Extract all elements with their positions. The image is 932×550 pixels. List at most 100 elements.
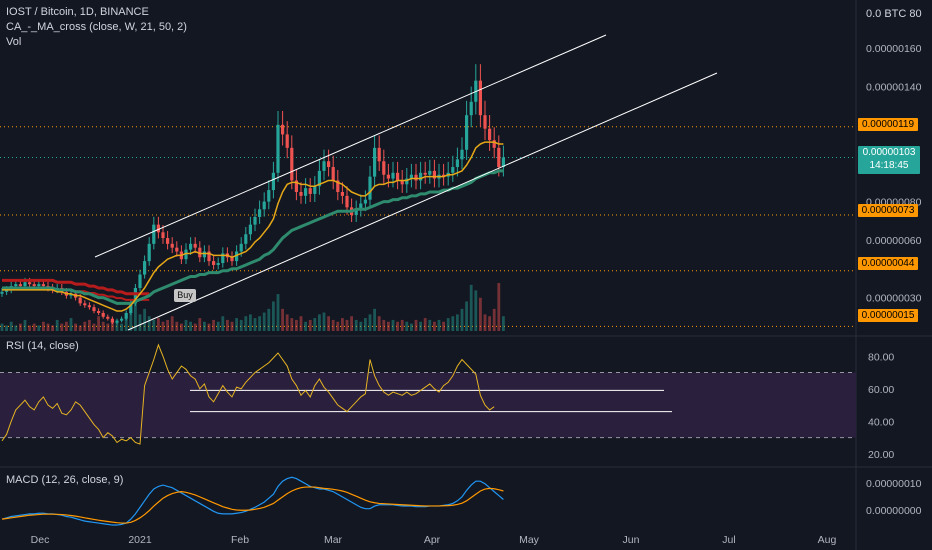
level-tag-4: 0.00000015 [858, 309, 918, 322]
channel-upper-line [94, 34, 607, 258]
volume-bar [290, 318, 294, 331]
candle-body [304, 188, 308, 196]
volume-bar [129, 305, 133, 331]
x-tick-8: Aug [818, 534, 837, 546]
volume-bar [400, 319, 404, 331]
volume-bar [88, 319, 91, 331]
volume-label: Vol [6, 36, 22, 48]
candle-body [87, 305, 91, 308]
candle-body [377, 147, 381, 162]
candle-body [69, 293, 73, 296]
volume-bar [170, 316, 174, 331]
volume-bar [42, 321, 45, 331]
ma-slow-line [2, 169, 504, 305]
candle-body [488, 128, 492, 141]
volume-bar [419, 321, 422, 331]
volume-bar [60, 323, 64, 331]
candle-body [244, 234, 248, 244]
candle-body [465, 115, 469, 150]
candle-body [299, 192, 303, 196]
x-tick-6: Jun [623, 534, 640, 546]
volume-bar [244, 316, 248, 331]
candle-body [124, 312, 128, 319]
candle-body [382, 161, 386, 175]
volume-bar [285, 314, 289, 331]
candle-body [92, 307, 96, 312]
price-tick-1: 0.00000140 [866, 81, 922, 93]
candle-body [363, 199, 367, 204]
candle-body [248, 224, 252, 235]
price-tick-3: 0.00000060 [866, 235, 922, 247]
volume-bar [410, 323, 413, 331]
indicator-title: CA_-_MA_cross (close, W, 21, 50, 2) [6, 21, 187, 33]
volume-bar [0, 323, 4, 331]
volume-bar [124, 318, 128, 331]
volume-bar [32, 323, 36, 331]
candle-body [32, 284, 36, 287]
rsi-band [0, 372, 856, 438]
volume-bar [23, 319, 27, 331]
symbol-title: IOST / Bitcoin, 1D, BINANCE [6, 6, 149, 18]
candle-body [423, 172, 427, 175]
candle-body [156, 224, 160, 233]
volume-bar [456, 314, 459, 331]
x-tick-1: 2021 [128, 534, 152, 546]
volume-bar [276, 294, 280, 331]
rsi-tick-3: 20.00 [868, 449, 894, 461]
volume-bar [157, 318, 160, 331]
candle-body [271, 172, 275, 191]
candle-body [207, 251, 211, 262]
candle-body [147, 243, 151, 262]
x-tick-0: Dec [31, 534, 50, 546]
candle-body [281, 124, 285, 135]
volume-bar [446, 318, 450, 331]
volume-bar [134, 297, 137, 331]
volume-bar [308, 319, 312, 331]
volume-bar [249, 314, 252, 331]
candle-body [129, 303, 133, 313]
candle-body [501, 157, 505, 168]
candle-body [175, 247, 179, 252]
candle-body [143, 261, 147, 275]
volume-bar [299, 316, 303, 331]
candle-body [285, 134, 289, 148]
candle-body [409, 174, 413, 179]
volume-bar [115, 321, 119, 331]
volume-bar [359, 321, 363, 331]
volume-bar [166, 319, 169, 331]
candle-body [405, 178, 409, 185]
volume-bar [262, 312, 266, 331]
x-tick-2: Feb [231, 534, 249, 546]
candle-body [386, 174, 390, 179]
candle-body [0, 291, 4, 294]
volume-bar [272, 301, 275, 331]
volume-bar [221, 316, 225, 331]
candle-body [258, 209, 262, 217]
volume-bar [97, 316, 100, 331]
price-tick-4: 0.00000030 [866, 293, 922, 305]
volume-bar [175, 321, 179, 331]
volume-bar [327, 316, 330, 331]
candle-body [317, 170, 321, 187]
volume-bar [184, 319, 188, 331]
candle-body [442, 174, 446, 177]
candle-body [267, 190, 271, 202]
volume-bar [460, 308, 464, 331]
candle-body [202, 251, 206, 258]
price-tick-0: 0.00000160 [866, 43, 922, 55]
volume-bar [350, 316, 353, 331]
candle-body [322, 161, 326, 171]
rsi-line [1, 343, 495, 445]
volume-bar [19, 323, 22, 331]
volume-bar [111, 319, 114, 331]
candle-body [419, 172, 423, 181]
candle-body [432, 170, 436, 179]
volume-bar [101, 321, 105, 331]
candle-body [290, 147, 294, 181]
candle-body [451, 167, 455, 173]
current-price-value: 0.00000103 [862, 147, 916, 158]
candle-body [308, 188, 312, 194]
volume-bar [396, 321, 399, 331]
candle-body [368, 176, 372, 200]
volume-bar [65, 321, 68, 331]
